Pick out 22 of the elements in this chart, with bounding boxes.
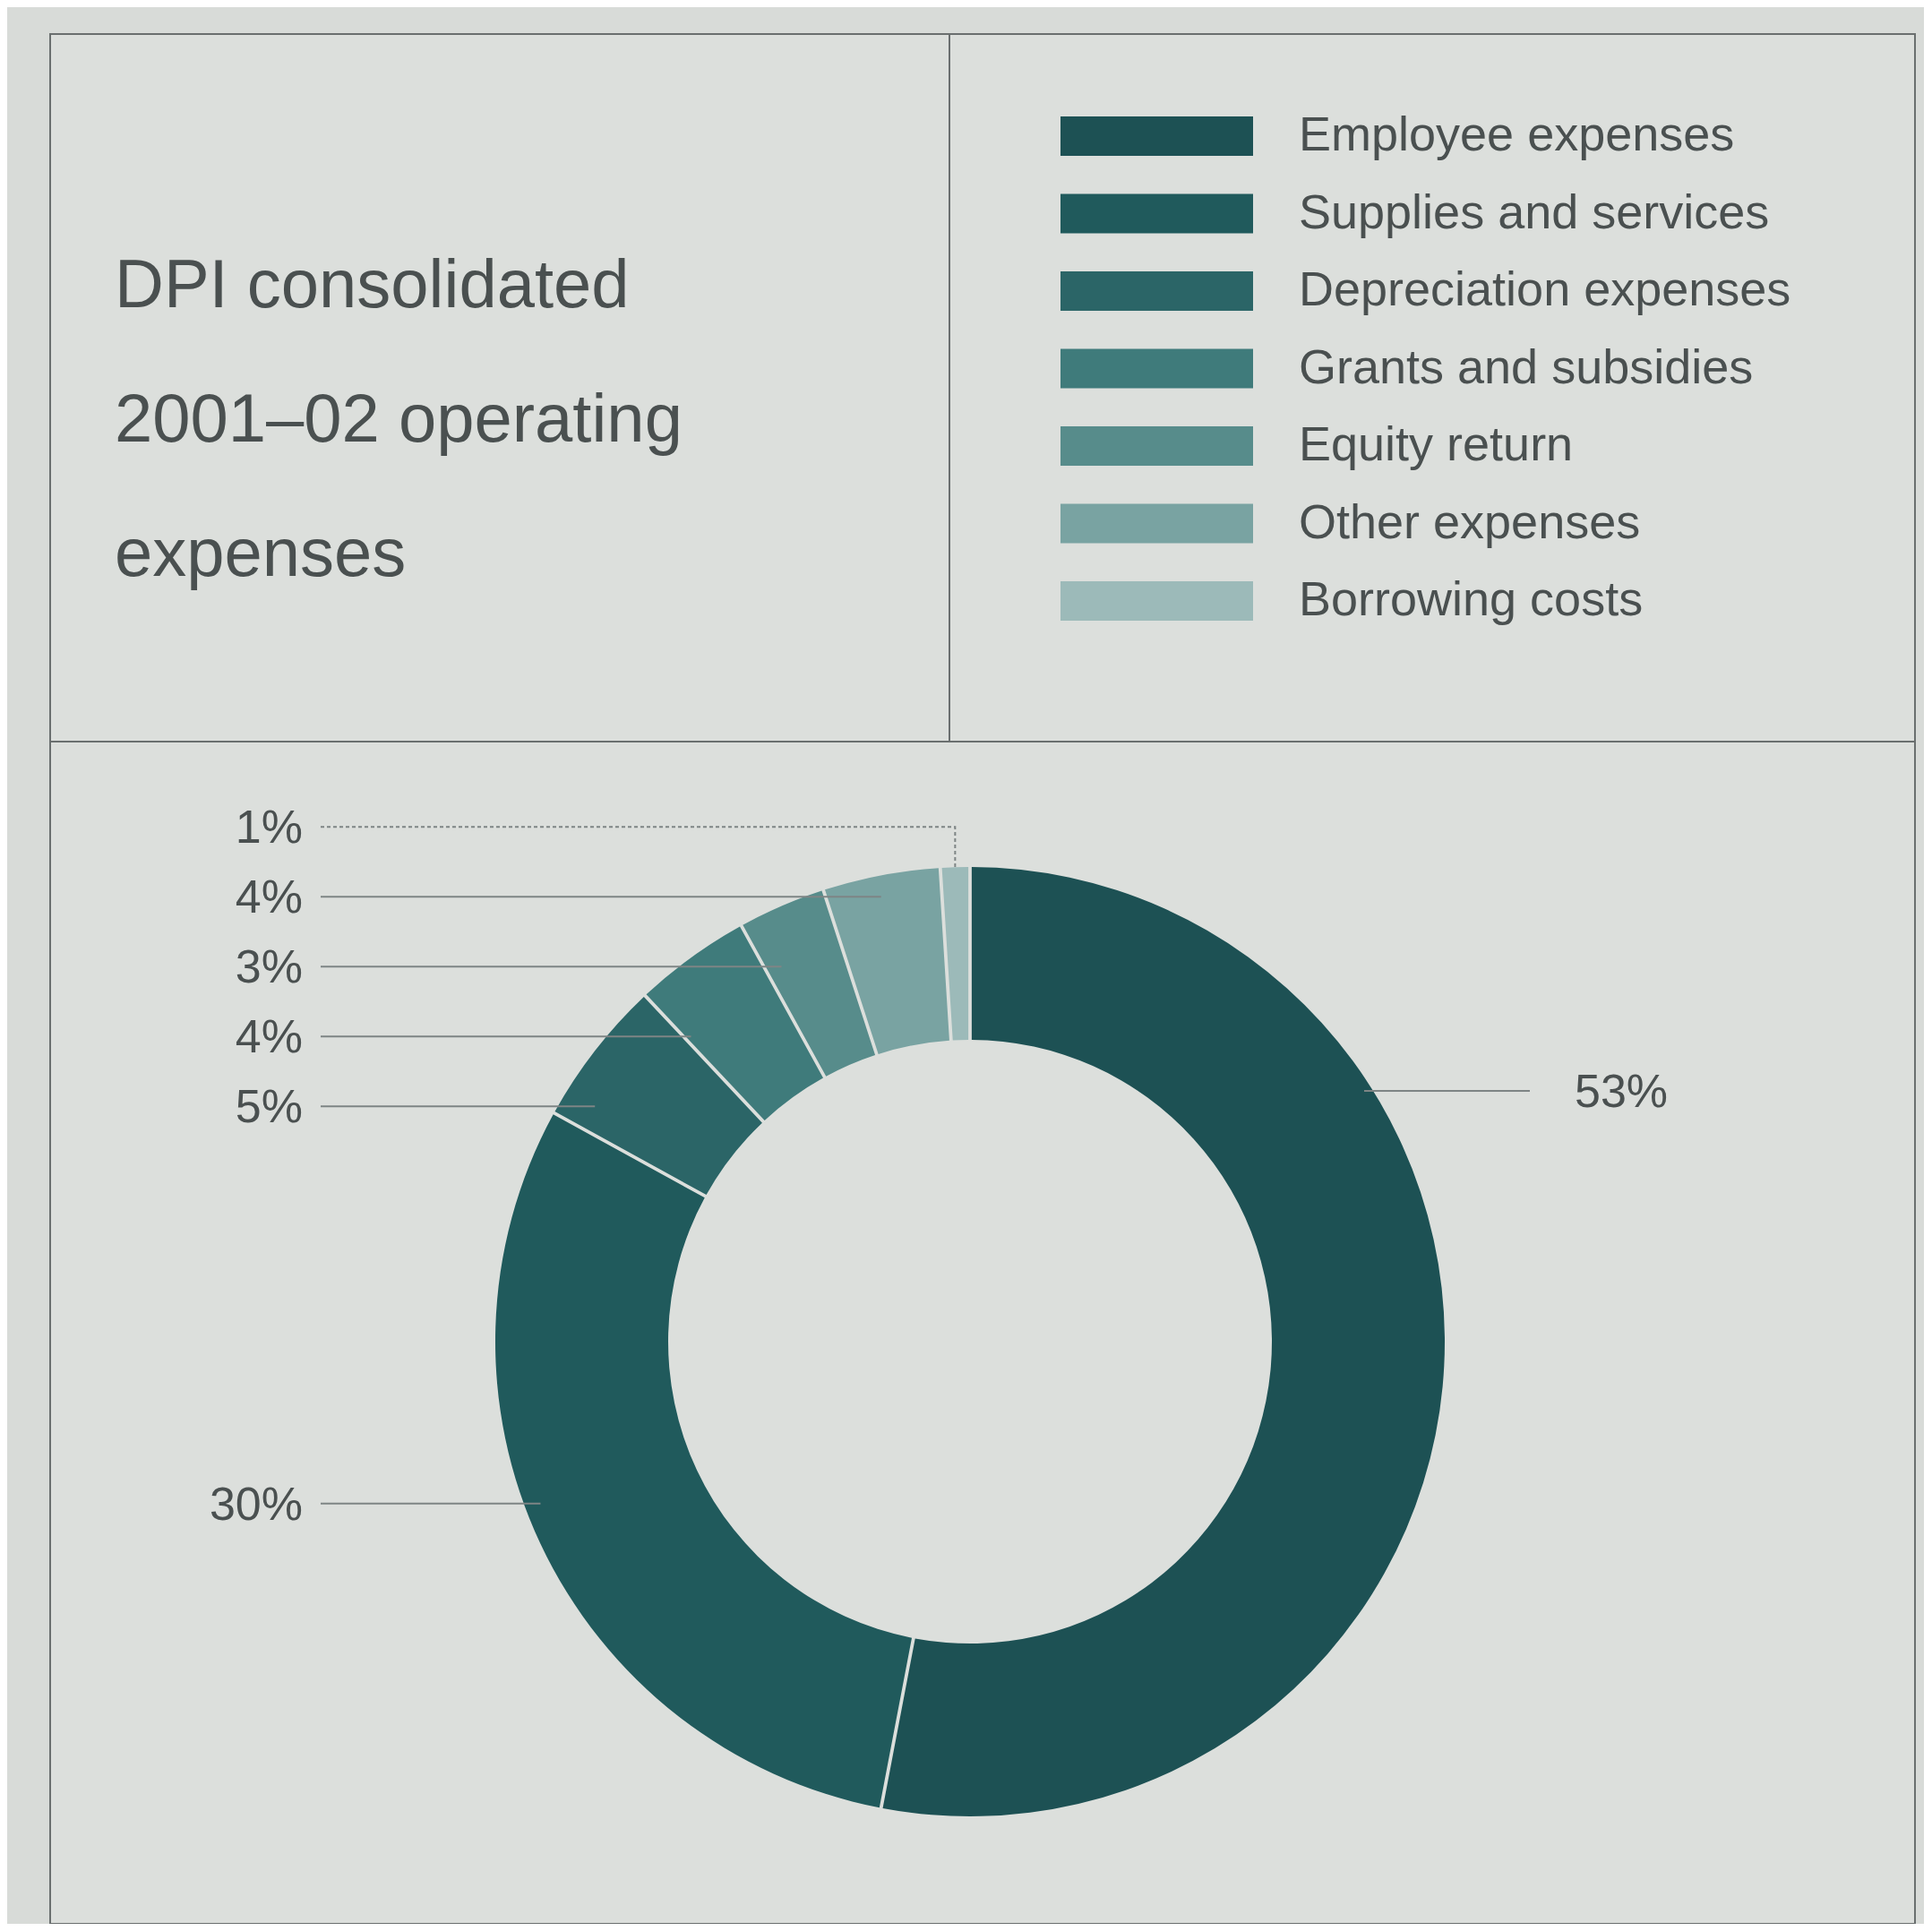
data-label: 1% [235,801,303,854]
data-label: 30% [209,1477,303,1530]
donut-slice [941,867,969,1041]
data-label: 4% [235,1010,303,1063]
donut-slice [882,867,1445,1816]
donut-slice [825,868,949,1054]
data-label: 3% [235,940,303,993]
legend-label: Employee expenses [1299,107,1735,160]
donut-slice [495,1114,912,1808]
legend-label: Grants and subsidies [1299,339,1754,393]
donut-slice [554,996,762,1195]
data-label: 4% [235,871,303,923]
data-label: 53% [1575,1065,1669,1117]
legend-label: Other expenses [1299,493,1641,548]
data-label: 5% [235,1080,303,1133]
donut-slice [646,926,823,1121]
text: DPI consolidated 2001–02 operating expenses [115,245,683,590]
legend-label: Depreciation expenses [1299,262,1791,315]
legend-label: Supplies and services [1299,184,1770,238]
legend-label: Borrowing costs [1299,571,1644,625]
donut-slice [743,890,876,1077]
legend-label: Equity return [1299,416,1574,470]
